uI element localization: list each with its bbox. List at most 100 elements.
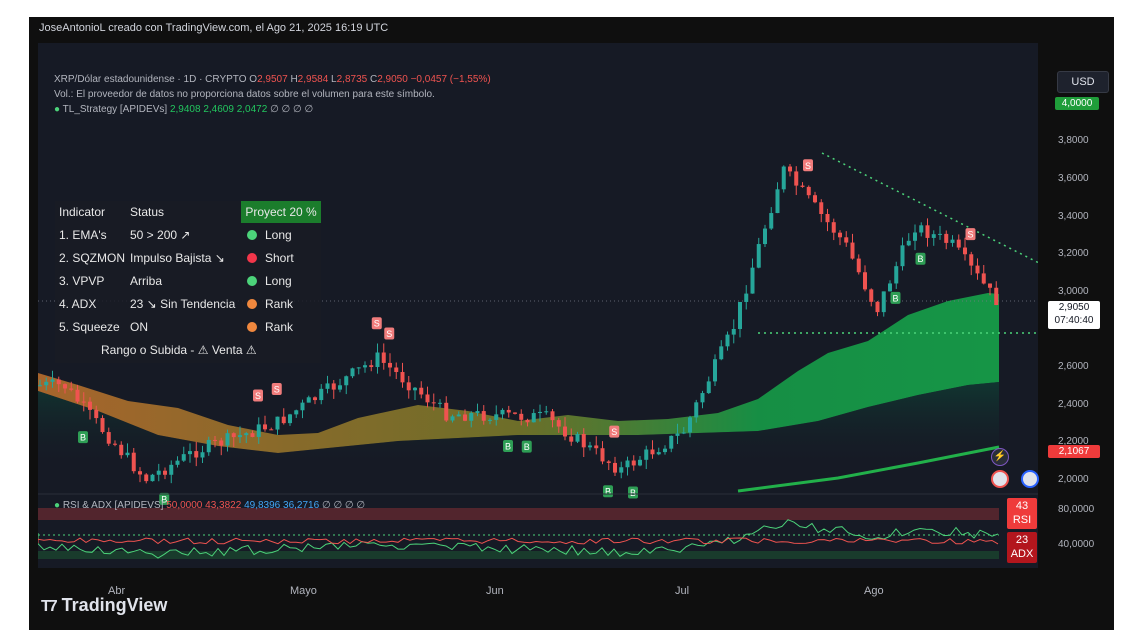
- price-label: 2,4000: [1058, 399, 1089, 410]
- candle-body: [88, 401, 92, 410]
- rsi-overbought-zone: [38, 508, 999, 520]
- candle-body: [656, 452, 661, 455]
- row-name: 3. VPVP: [59, 274, 105, 288]
- candle-body: [513, 412, 517, 414]
- buy-marker-label: B: [605, 487, 611, 497]
- candle-body: [244, 433, 249, 436]
- candle-body: [500, 409, 505, 415]
- candle-body: [869, 289, 874, 302]
- currency-button[interactable]: USD: [1057, 71, 1109, 93]
- candle-body: [338, 385, 342, 390]
- candle-body: [950, 239, 955, 243]
- buy-marker: [521, 440, 532, 453]
- price-label: 2,2000: [1058, 436, 1089, 447]
- candle-body: [588, 445, 592, 448]
- buy-marker: [890, 291, 901, 304]
- candle-body: [169, 464, 174, 475]
- candle-body: [781, 166, 786, 190]
- candle-body: [263, 424, 267, 430]
- candle-body: [119, 444, 124, 456]
- table-row: 1. EMA's 50 > 200 ↗ Long: [55, 224, 321, 246]
- row-signal: Long: [265, 228, 292, 242]
- rsi-tag-value: 43: [1015, 500, 1029, 512]
- candle-body: [650, 449, 655, 455]
- candle-body: [344, 376, 349, 386]
- candle-body: [44, 381, 49, 386]
- candle-body: [431, 402, 436, 404]
- rsi-tag-label: RSI: [1012, 514, 1032, 526]
- candle-body: [788, 166, 792, 172]
- candle-body: [94, 409, 99, 419]
- candle-body: [800, 185, 805, 187]
- candle-body: [375, 352, 380, 368]
- strategy-value-2: 2,4609: [203, 104, 234, 115]
- candle-body: [81, 401, 86, 403]
- candle-body: [981, 273, 986, 284]
- status-dot: [247, 276, 257, 286]
- candle-body: [563, 426, 567, 437]
- table-row: 3. VPVP Arriba Long: [55, 270, 321, 292]
- candle-body: [75, 389, 80, 402]
- candle-body: [406, 382, 411, 391]
- sell-marker-label: S: [611, 427, 617, 437]
- candle-body: [300, 402, 305, 411]
- tradingview-logo: T7 TradingView: [41, 595, 167, 616]
- row-signal: Long: [265, 274, 292, 288]
- candle-body: [419, 387, 424, 395]
- ema-band: [38, 293, 999, 453]
- buy-marker-label: B: [917, 254, 923, 264]
- candle-body: [319, 388, 324, 401]
- candle-body: [525, 419, 530, 423]
- candle-body: [394, 367, 399, 373]
- us-flag-icon[interactable]: [1021, 470, 1039, 488]
- sell-marker: [271, 383, 282, 395]
- o-value: 2,9507: [257, 74, 288, 85]
- rsi-legend[interactable]: ● RSI & ADX [APIDEVS] 50,0000 43,3822 49…: [54, 500, 365, 511]
- candles: [38, 163, 999, 484]
- rsi-value-3: 49,8396: [244, 500, 281, 511]
- row-status: 23 ↘ Sin Tendencia: [130, 297, 236, 311]
- status-dot: [247, 322, 257, 332]
- candle-body: [575, 434, 580, 442]
- lightning-icon[interactable]: ⚡: [991, 448, 1009, 466]
- candle-body: [794, 171, 799, 186]
- strategy-legend[interactable]: ● TL_Strategy [APIDEVs] 2,9408 2,4609 2,…: [54, 104, 313, 115]
- candle-body: [956, 239, 961, 248]
- row-status: ON: [130, 320, 148, 334]
- row-status: Impulso Bajista ↘: [130, 251, 225, 265]
- sell-marker-label: S: [967, 230, 973, 240]
- candle-body: [531, 413, 536, 423]
- buy-marker-label: B: [505, 441, 511, 451]
- candle-body: [913, 232, 917, 241]
- candle-body: [463, 414, 467, 421]
- us-flag-icon[interactable]: [991, 470, 1009, 488]
- candle-body: [519, 413, 524, 420]
- candle-body: [494, 414, 499, 420]
- candle-body: [506, 409, 511, 413]
- table-row: 5. Squeeze ON Rank: [55, 316, 321, 338]
- rsi-value-1: 50,0000: [166, 500, 203, 511]
- candle-body: [806, 186, 811, 196]
- strategy-value-3: 2,0472: [236, 104, 268, 115]
- candle-body: [775, 189, 780, 214]
- candle-body: [925, 225, 930, 238]
- candle-body: [675, 433, 680, 436]
- ema-200-line: [737, 445, 1000, 493]
- strategy-icon: ●: [54, 104, 61, 115]
- rsi-line: [38, 519, 999, 559]
- lower-fill: [38, 382, 999, 463]
- candle-body: [206, 439, 211, 453]
- candle-body: [63, 384, 67, 389]
- candle-body: [225, 433, 230, 446]
- row-signal: Rank: [265, 320, 294, 334]
- buy-marker-label: B: [80, 433, 86, 443]
- x-axis-label: Abr: [108, 585, 126, 597]
- candle-body: [163, 470, 167, 475]
- table-row: 2. SQZMON Impulso Bajista ↘ Short: [55, 247, 321, 269]
- symbol-name: XRP/Dólar estadounidense · 1D · CRYPTO: [54, 74, 247, 85]
- candle-body: [663, 448, 667, 453]
- strategy-name: TL_Strategy [APIDEVs]: [62, 104, 168, 115]
- rsi-axis-label: 80,0000: [1058, 504, 1095, 515]
